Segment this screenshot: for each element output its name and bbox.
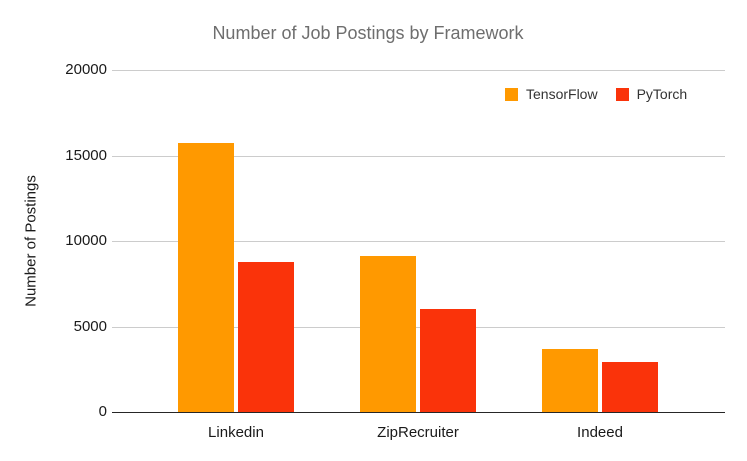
y-tick-label: 0 [98,403,107,420]
y-tick-label: 15000 [65,146,107,164]
y-tick-label: 20000 [65,61,107,78]
bar-pytorch-ziprecruiter [420,309,476,412]
gridline [112,326,725,328]
gridline [112,241,725,242]
bar-tensorflow-ziprecruiter [360,255,416,412]
legend-label: TensorFlow [526,86,598,102]
gridline [112,155,725,157]
x-axis-baseline [112,412,725,413]
legend-label: PyTorch [636,86,688,102]
bar-pytorch-linkedin [238,262,294,412]
legend-swatch-icon [505,87,518,101]
y-tick-label: 5000 [73,317,107,335]
chart-title: Number of Job Postings by Framework [212,23,524,43]
bar-tensorflow-indeed [542,348,598,412]
y-tick-label: 10000 [65,232,107,249]
legend-item-tensorflow: TensorFlow [505,86,598,102]
gridline [112,70,725,71]
legend-swatch-icon [615,87,629,101]
x-category-label: Indeed [577,424,623,441]
legend-item-pytorch: PyTorch [615,86,688,102]
x-category-label: Linkedin [208,424,264,441]
legend: TensorFlow PyTorch [505,86,687,102]
bar-tensorflow-linkedin [178,142,234,412]
bar-pytorch-indeed [602,361,658,412]
x-category-label: ZipRecruiter [377,424,459,441]
